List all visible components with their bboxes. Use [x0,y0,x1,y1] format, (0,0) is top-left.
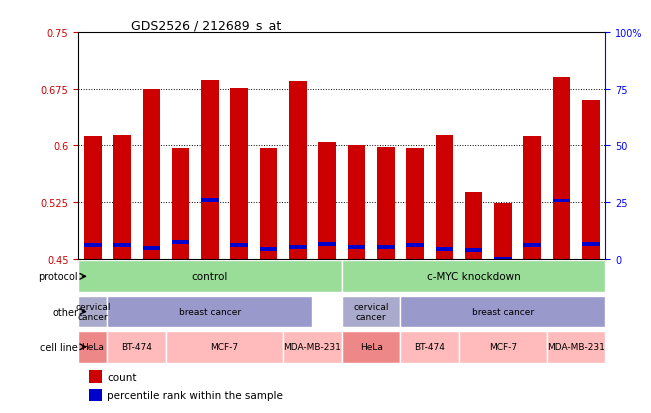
Text: HeLa: HeLa [81,342,104,351]
FancyBboxPatch shape [342,296,400,328]
Bar [348,246,365,249]
Text: HeLa: HeLa [359,342,383,351]
Text: BT-474: BT-474 [121,342,152,351]
FancyBboxPatch shape [400,331,459,363]
FancyBboxPatch shape [166,331,283,363]
Bar [348,146,365,259]
Bar [318,243,336,247]
Bar [377,147,395,259]
Bar [230,244,248,247]
Text: MDA-MB-231: MDA-MB-231 [547,342,605,351]
Text: cervical
cancer: cervical cancer [353,302,389,321]
Bar [377,246,395,249]
Bar [289,246,307,249]
FancyBboxPatch shape [78,331,107,363]
FancyBboxPatch shape [283,331,342,363]
FancyBboxPatch shape [107,296,312,328]
Bar [230,89,248,259]
Bar [436,247,453,251]
FancyBboxPatch shape [400,296,605,328]
Text: MCF-7: MCF-7 [489,342,517,351]
Bar [494,257,512,261]
Bar [523,137,541,259]
Bar [260,247,277,251]
Bar [143,90,160,259]
Text: count: count [107,372,137,382]
Text: cell line: cell line [40,342,78,352]
Bar [172,241,189,244]
Text: breast cancer: breast cancer [472,307,534,316]
Bar [201,81,219,259]
Bar [113,135,131,259]
FancyBboxPatch shape [107,331,166,363]
Text: MCF-7: MCF-7 [210,342,239,351]
Bar [582,101,600,259]
Bar [465,248,482,252]
Bar [89,370,102,382]
Bar [172,148,189,259]
Text: cervical
cancer: cervical cancer [75,302,111,321]
Text: MDA-MB-231: MDA-MB-231 [284,342,341,351]
FancyBboxPatch shape [78,296,107,328]
Bar [465,193,482,259]
Text: control: control [192,272,228,282]
Bar [89,389,102,401]
Bar [289,82,307,259]
Bar [582,243,600,247]
Text: percentile rank within the sample: percentile rank within the sample [107,390,283,400]
Text: breast cancer: breast cancer [179,307,241,316]
Bar [143,247,160,250]
Text: other: other [52,307,78,317]
FancyBboxPatch shape [342,331,400,363]
Bar [201,198,219,202]
Bar [84,137,102,259]
Text: BT-474: BT-474 [414,342,445,351]
Bar [318,143,336,259]
Bar [260,148,277,259]
Bar [436,135,453,259]
Bar [406,244,424,247]
Bar [553,78,570,259]
Bar [553,199,570,203]
Text: GDS2526 / 212689_s_at: GDS2526 / 212689_s_at [131,19,281,32]
Bar [406,148,424,259]
Bar [113,244,131,247]
FancyBboxPatch shape [547,331,605,363]
Text: protocol: protocol [38,272,78,282]
Bar [494,203,512,259]
FancyBboxPatch shape [459,331,547,363]
Text: c-MYC knockdown: c-MYC knockdown [426,272,521,282]
FancyBboxPatch shape [78,261,342,292]
FancyBboxPatch shape [342,261,605,292]
Bar [523,244,541,247]
Bar [84,244,102,247]
